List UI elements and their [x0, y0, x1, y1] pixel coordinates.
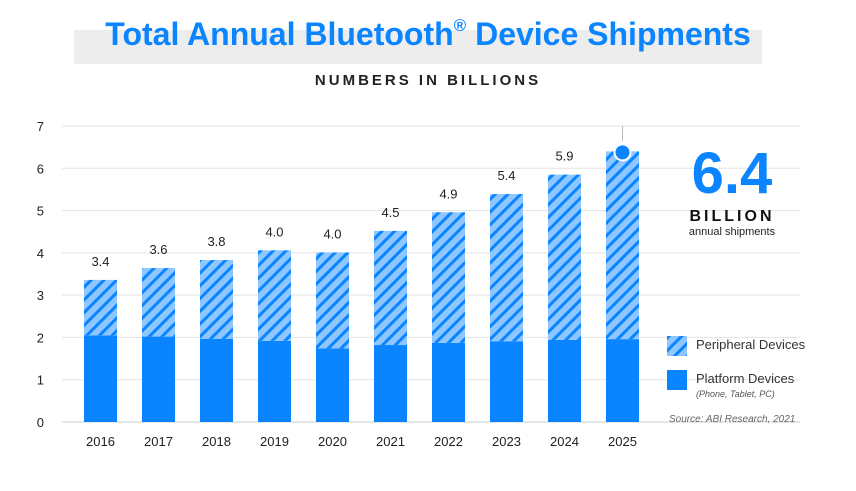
bar-platform: [374, 345, 407, 422]
bar-platform: [142, 336, 175, 422]
x-tick-label: 2020: [318, 434, 347, 449]
bar-platform: [84, 335, 117, 422]
bar-peripheral: [548, 174, 581, 340]
bar-peripheral: [606, 151, 639, 340]
y-tick-label: 7: [37, 119, 44, 134]
bar-peripheral: [432, 212, 465, 343]
bar-platform: [490, 341, 523, 422]
highlight-dot: [613, 143, 632, 162]
data-label: 5.9: [555, 149, 573, 164]
y-tick-label: 5: [37, 204, 44, 219]
title-band: [74, 30, 762, 64]
data-label: 3.6: [149, 242, 167, 257]
callout-unit: BILLION: [689, 208, 775, 225]
bar-layer: [84, 151, 639, 422]
bar-peripheral: [374, 230, 407, 346]
data-label: 3.8: [207, 234, 225, 249]
x-tick-label: 2018: [202, 434, 231, 449]
title-text: Total Annual Bluetooth: [105, 16, 454, 52]
data-label: 4.0: [323, 226, 341, 241]
title-text-tail: Device Shipments: [466, 16, 751, 52]
bar-peripheral: [142, 268, 175, 337]
y-tick-label: 0: [37, 415, 44, 430]
legend-swatch-platform: [667, 370, 687, 390]
legend-label-platform: Platform Devices: [696, 371, 795, 386]
y-tick-label: 6: [37, 161, 44, 176]
callout-caption: annual shipments: [688, 226, 776, 238]
x-tick-label: 2019: [260, 434, 289, 449]
x-tick-label: 2024: [550, 434, 579, 449]
x-tick-label: 2016: [86, 434, 115, 449]
bar-peripheral: [200, 260, 233, 339]
bar-platform: [432, 342, 465, 422]
bar-peripheral: [316, 252, 349, 349]
legend-sublabel-platform: (Phone, Tablet, PC): [696, 389, 775, 399]
source-note: Source: ABI Research, 2021: [669, 414, 796, 425]
chart-subtitle: NUMBERS IN BILLIONS: [314, 72, 542, 89]
data-label: 3.4: [91, 254, 109, 269]
label-layer: 0 1 2 3 4 5 6 7 2016 3.4 2017 3.6 2018 3.8 2019 4.0 2020…: [37, 119, 637, 449]
bar-peripheral: [84, 279, 117, 336]
registered-mark: ®: [453, 16, 467, 36]
data-label: 5.4: [497, 168, 515, 183]
data-label: 4.9: [439, 186, 457, 201]
x-tick-label: 2023: [492, 434, 521, 449]
data-label: 4.0: [265, 224, 283, 239]
x-tick-label: 2017: [144, 434, 173, 449]
y-tick-label: 4: [37, 246, 44, 261]
legend-label-peripheral: Peripheral Devices: [696, 337, 806, 352]
callout-value: 6.4: [691, 141, 773, 206]
chart-title: Total Annual Bluetooth® Device Shipments: [0, 16, 856, 53]
bar-peripheral: [490, 194, 523, 342]
y-tick-label: 2: [37, 330, 44, 345]
x-tick-label: 2022: [434, 434, 463, 449]
bar-peripheral: [258, 250, 291, 341]
data-label: 4.5: [381, 205, 399, 220]
x-tick-label: 2025: [608, 434, 637, 449]
bar-platform: [316, 348, 349, 422]
bar-platform: [606, 339, 639, 422]
bar-platform: [548, 339, 581, 422]
y-tick-label: 1: [37, 373, 44, 388]
bar-platform: [258, 340, 291, 422]
legend-swatch-peripheral: [667, 336, 687, 356]
x-tick-label: 2021: [376, 434, 405, 449]
bar-platform: [200, 338, 233, 422]
y-tick-label: 3: [37, 288, 44, 303]
